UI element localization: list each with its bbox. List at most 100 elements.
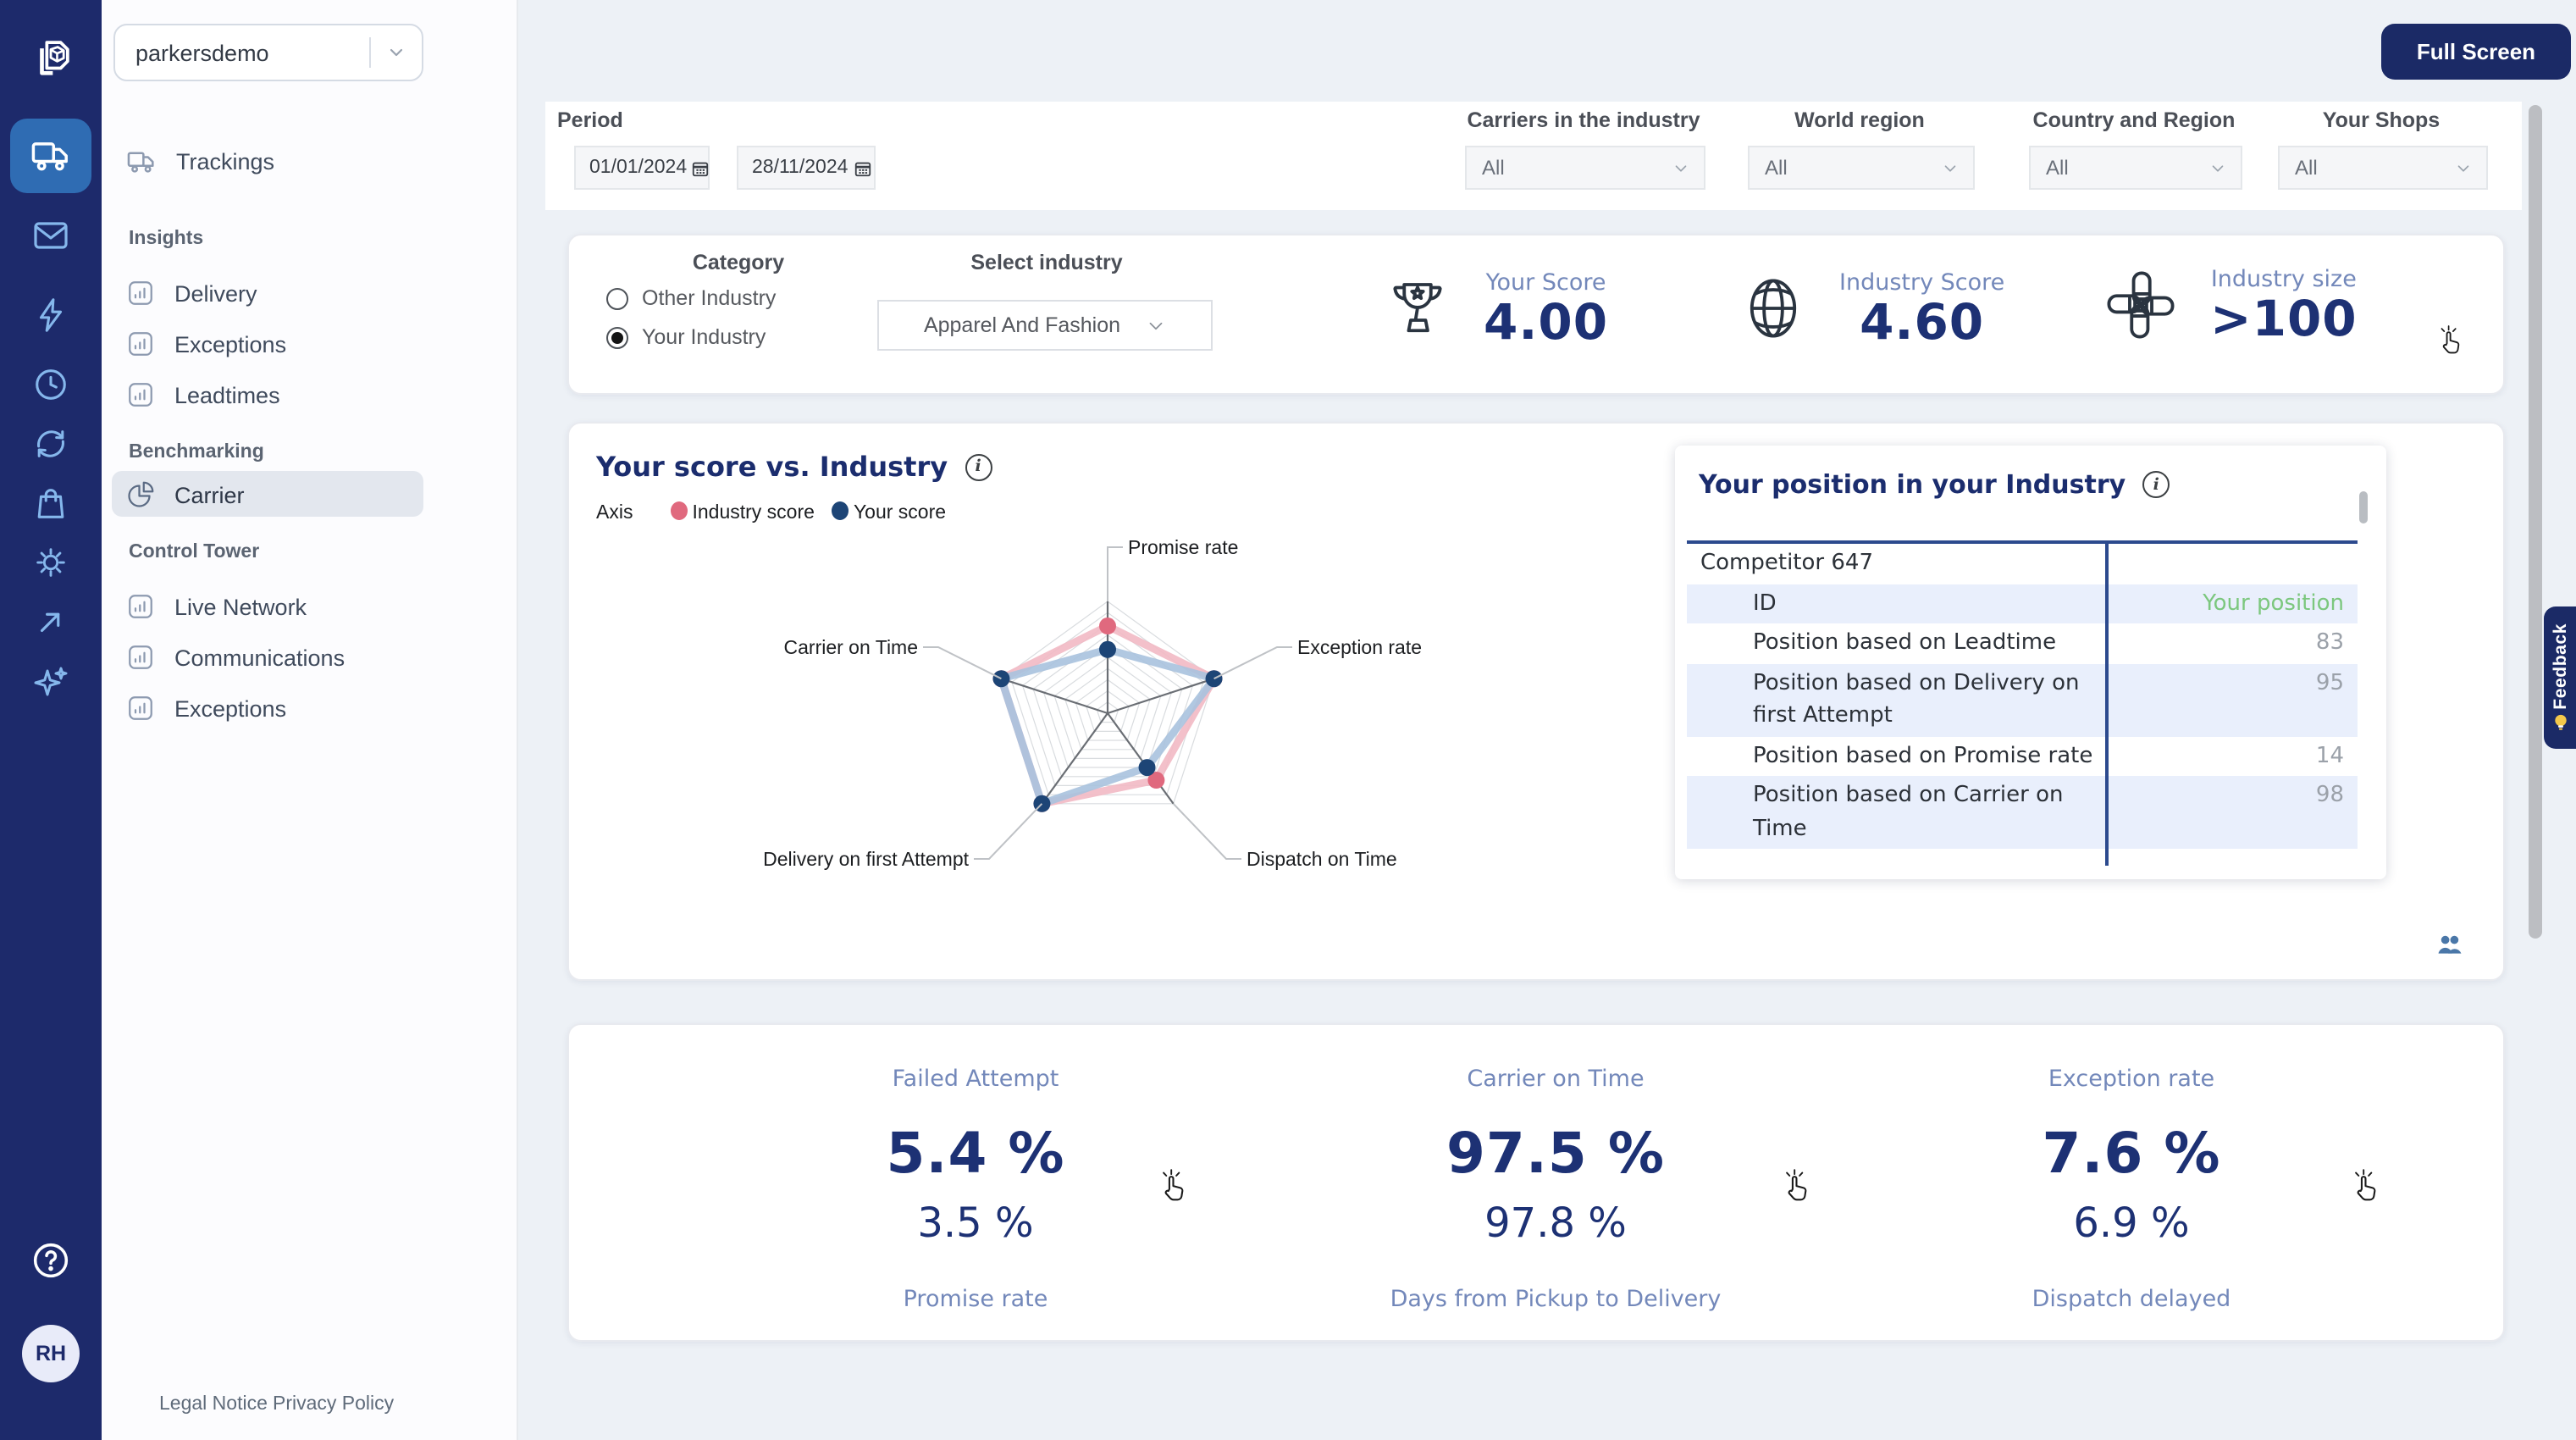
metric-title: Carrier on Time [1467,1066,1645,1093]
next-metric-label[interactable]: Promise rate [903,1286,1048,1313]
industry-size-stat: Industry size >100 [2102,266,2358,345]
chevron-down-icon[interactable] [371,42,422,63]
nav-bolt-icon[interactable] [31,296,70,335]
period-to-input[interactable] [737,146,876,190]
help-icon[interactable] [30,1239,72,1282]
industry-score-label: Industry Score [1839,269,2005,296]
radio-label: Your Industry [642,325,766,349]
category-label: Category [692,251,785,274]
country-filter-select[interactable]: All [2029,146,2242,190]
metric-value: 5.4 % [886,1120,1065,1186]
row-label: Position based on Carrier on Time [1753,783,2064,841]
click-hand-cursor-icon [1158,1167,1191,1203]
sidebar-item-leadtimes[interactable]: Leadtimes [125,374,280,415]
radio-icon[interactable] [606,287,628,309]
nav-settings-gear-icon[interactable] [31,543,70,582]
period-from-input[interactable] [574,146,710,190]
next-metric-label[interactable]: Days from Pickup to Delivery [1390,1286,1722,1313]
people-icon[interactable] [2435,932,2464,957]
your-score-label: Your Score [1485,269,1606,296]
click-hand-cursor-icon [2351,1167,2383,1203]
legal-notice-link[interactable]: Legal Notice [159,1394,268,1415]
sidebar-item-trackings[interactable]: Trackings [125,141,274,181]
radio-icon[interactable] [606,326,628,348]
sidebar-item-label: Exceptions [174,331,287,357]
table-row[interactable]: Position based on Leadtime 83 [1687,623,2358,663]
radar-axis-label: Promise rate [1128,536,1238,558]
full-screen-button[interactable]: Full Screen [2381,24,2571,80]
sidebar-item-label: Carrier [174,482,245,507]
radar-panel-title: Your score vs. Industry i [596,451,992,483]
world-region-filter-select[interactable]: All [1748,146,1975,190]
carriers-filter-select[interactable]: All [1465,146,1705,190]
row-value: 98 [2315,783,2344,808]
period-label: Period [557,108,623,132]
sidebar-item-delivery[interactable]: Delivery [125,273,257,313]
date-to-field[interactable] [738,158,850,178]
section-header-insights: Insights [129,229,204,249]
sidebar-item-communications[interactable]: Communications [125,637,345,678]
truck-icon [31,142,68,171]
metrics-card: Failed Attempt 5.4 % 3.5 % Carrier on Ti… [567,1023,2505,1342]
nav-sync-icon[interactable] [31,424,70,463]
score-summary-card: Category Other Industry Your Industry Se… [567,234,2505,395]
shops-filter-select[interactable]: All [2278,146,2488,190]
nav-external-arrow-icon[interactable] [33,604,69,640]
globe-icon [1738,273,1809,344]
divider [369,37,371,68]
workspace-name: parkersdemo [135,40,269,65]
table-row[interactable]: Position based on Carrier on Time 98 [1687,776,2358,849]
industry-score-value: 4.60 [1860,293,1985,351]
next-metric-label[interactable]: Dispatch delayed [2032,1286,2231,1313]
legend-industry-score[interactable]: Industry score [670,501,815,523]
legend-your-score[interactable]: Your score [831,501,946,523]
sidebar-item-exceptions[interactable]: Exceptions [125,324,286,364]
calendar-icon[interactable] [691,158,710,177]
bar-chart-icon [125,642,156,673]
info-icon[interactable]: i [965,453,992,480]
date-from-field[interactable] [576,158,688,178]
table-group-header-row: Competitor 647 [1687,544,2358,584]
bar-chart-icon [125,278,156,308]
click-hand-cursor-icon [1782,1167,1814,1203]
sidebar-item-label: Communications [174,645,345,670]
your-score-stat: Your Score 4.00 [1382,269,1608,348]
row-label: ID [1753,590,1777,616]
radio-other-industry[interactable]: Other Industry [606,286,776,310]
sidebar-item-live-network[interactable]: Live Network [125,586,307,627]
metric-industry-value: 3.5 % [917,1199,1034,1247]
radio-your-industry[interactable]: Your Industry [606,325,766,349]
table-row[interactable]: Position based on Promise rate 14 [1687,736,2358,776]
nav-mail-icon[interactable] [30,215,71,256]
position-panel: Your position in your Industry i Competi… [1675,446,2386,879]
privacy-policy-link[interactable]: Privacy Policy [273,1394,395,1415]
nav-trackings-icon-tile[interactable] [10,119,91,193]
sidebar-item-exceptions-ct[interactable]: Exceptions [125,688,286,728]
row-label: Position based on Leadtime [1753,630,2057,656]
vertical-scrollbar-thumb[interactable] [2529,105,2542,939]
radar-axis-label: Exception rate [1297,636,1422,658]
legend-axis-label: Axis [596,502,633,523]
sidebar-rail: RH [0,0,102,1440]
chevron-down-icon [1144,314,1166,336]
sidebar-item-carrier[interactable]: Carrier [125,474,245,515]
select-value: All [2046,156,2069,180]
info-icon[interactable]: i [2142,471,2170,498]
nav-clock-icon[interactable] [31,365,70,404]
mini-scrollbar-thumb[interactable] [2359,491,2368,523]
nav-sparkles-icon[interactable] [30,662,71,703]
app-logo-icon[interactable] [27,36,75,83]
workspace-select[interactable]: parkersdemo [113,24,423,81]
table-row[interactable]: Position based on Delivery on first Atte… [1687,663,2358,736]
table-row[interactable]: ID Your position [1687,584,2358,623]
feedback-tab[interactable]: Feedback [2544,606,2576,749]
nav-shop-bag-icon[interactable] [31,484,70,523]
select-value: All [2295,156,2318,180]
calendar-icon[interactable] [854,158,872,177]
bar-chart-icon [125,693,156,723]
industry-select[interactable]: Apparel And Fashion [877,300,1213,351]
user-avatar[interactable]: RH [22,1325,80,1382]
bar-chart-icon [125,591,156,622]
sidebar-item-label: Exceptions [174,695,287,721]
select-value: All [1765,156,1788,180]
